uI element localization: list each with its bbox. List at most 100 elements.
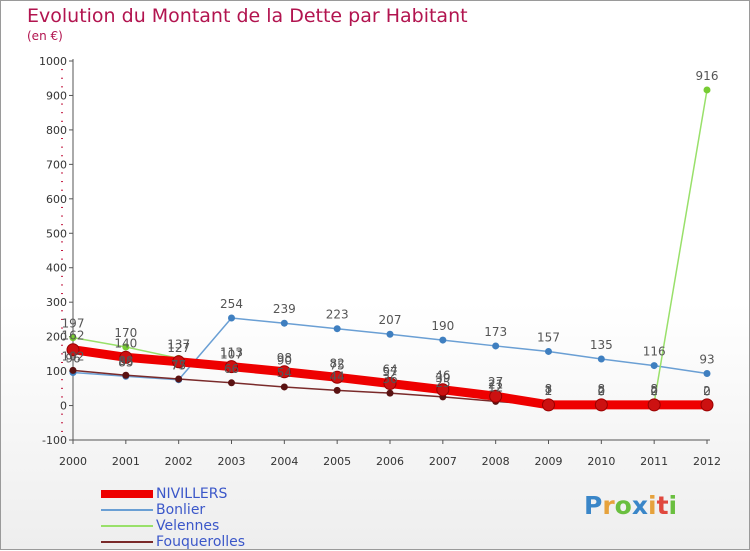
data-label-bonlier: 135 — [590, 338, 613, 352]
legend-label-fouquerolles: Fouquerolles — [156, 534, 246, 550]
y-tick-label: 1000 — [39, 55, 67, 68]
data-label-velennes: 137 — [167, 337, 190, 351]
data-label-nivillers: 127 — [167, 341, 190, 355]
data-point-velennes — [122, 343, 130, 351]
legend-swatch-velennes — [101, 525, 153, 527]
series-line-velennes — [72, 89, 708, 404]
data-point-bonlier — [650, 362, 658, 370]
data-point-fouquerolles — [386, 389, 394, 397]
data-label-fouquerolles: 36 — [382, 372, 397, 386]
data-label-bonlier: 223 — [326, 308, 349, 322]
data-point-nivillers — [277, 365, 291, 379]
data-point-fouquerolles — [280, 383, 288, 391]
x-tick-label: 2007 — [429, 455, 457, 468]
data-label-bonlier: 173 — [484, 325, 507, 339]
data-label-bonlier: 190 — [431, 319, 454, 333]
data-point-nivillers — [542, 398, 555, 412]
y-tick-label: 600 — [46, 193, 67, 206]
y-tick-label: 900 — [46, 89, 67, 102]
y-tick-label: 500 — [46, 227, 67, 240]
data-label-velennes: 21 — [488, 377, 503, 391]
legend-label-nivillers: NIVILLERS — [156, 486, 228, 502]
data-label-fouquerolles: 12 — [488, 380, 503, 394]
data-point-nivillers — [594, 398, 608, 412]
data-point-velennes — [69, 334, 77, 342]
data-point-nivillers — [647, 398, 661, 412]
data-label-nivillers: 113 — [220, 346, 243, 360]
data-point-fouquerolles — [175, 375, 183, 383]
data-point-fouquerolles — [122, 371, 130, 379]
data-point-bonlier — [386, 330, 394, 338]
y-tick-label: 200 — [46, 331, 67, 344]
data-label-bonlier: 157 — [537, 330, 560, 344]
data-label-fouquerolles: 1 — [545, 384, 553, 398]
y-tick-label: -100 — [42, 434, 67, 447]
x-tick-label: 2009 — [535, 455, 563, 468]
chart-title: Evolution du Montant de la Dette par Hab… — [27, 5, 468, 27]
data-label-velennes: 57 — [382, 365, 397, 379]
data-label-nivillers: 2 — [703, 384, 711, 398]
x-tick-label: 2003 — [218, 455, 246, 468]
data-label-fouquerolles: 66 — [224, 362, 239, 376]
data-label-fouquerolles: 25 — [435, 376, 450, 390]
y-tick-label: 400 — [46, 262, 67, 275]
data-point-bonlier — [545, 347, 552, 355]
series-nivillers — [66, 343, 714, 412]
data-label-nivillers: 162 — [62, 329, 85, 343]
data-point-nivillers — [383, 376, 397, 390]
x-tick-label: 2002 — [165, 455, 193, 468]
legend-swatch-fouquerolles — [101, 541, 153, 543]
data-label-velennes: 107 — [220, 348, 243, 362]
data-label-nivillers: 27 — [488, 375, 503, 389]
data-label-bonlier: 85 — [118, 355, 133, 369]
data-label-fouquerolles: 44 — [330, 369, 345, 383]
data-label-bonlier: 239 — [273, 302, 296, 316]
x-tick-label: 2010 — [587, 455, 615, 468]
data-point-bonlier — [597, 355, 605, 363]
data-label-velennes: 197 — [62, 317, 85, 331]
data-point-bonlier — [439, 336, 447, 344]
data-point-nivillers — [436, 383, 450, 397]
data-label-fouquerolles: 77 — [171, 358, 186, 372]
y-tick-label: 300 — [46, 296, 67, 309]
data-point-bonlier — [228, 314, 235, 322]
data-point-velennes — [703, 86, 711, 94]
data-label-fouquerolles: 54 — [277, 366, 292, 380]
data-label-nivillers: 2 — [650, 384, 658, 398]
data-point-nivillers — [66, 343, 80, 357]
data-point-bonlier — [703, 370, 711, 378]
x-tick-label: 2001 — [112, 455, 140, 468]
data-label-bonlier: 254 — [220, 297, 243, 311]
y-tick-label: 100 — [46, 365, 67, 378]
data-point-nivillers — [330, 370, 344, 384]
data-point-bonlier — [280, 319, 288, 327]
x-tick-label: 2006 — [376, 455, 404, 468]
x-tick-label: 2011 — [640, 455, 668, 468]
data-label-velennes: 170 — [114, 326, 137, 340]
data-label-fouquerolles: 0 — [650, 385, 658, 399]
x-tick-label: 2008 — [482, 455, 510, 468]
y-tick-label: 800 — [46, 124, 67, 137]
data-label-fouquerolles: 88 — [118, 354, 133, 368]
data-point-fouquerolles — [69, 366, 77, 374]
data-label-fouquerolles: 0 — [703, 385, 711, 399]
data-label-velennes: 8 — [598, 382, 606, 396]
data-point-nivillers — [225, 360, 238, 374]
data-label-bonlier: 96 — [65, 351, 80, 365]
legend-swatch-bonlier — [101, 509, 153, 511]
data-label-nivillers: 64 — [382, 362, 397, 376]
data-label-velennes: 39 — [435, 371, 450, 385]
data-label-velennes: 90 — [277, 354, 292, 368]
data-label-nivillers: 82 — [330, 356, 345, 370]
x-tick-label: 2012 — [693, 455, 721, 468]
data-label-nivillers: 46 — [435, 369, 450, 383]
data-label-nivillers: 98 — [277, 351, 292, 365]
data-label-bonlier: 116 — [643, 345, 666, 359]
data-point-fouquerolles — [228, 379, 235, 387]
proxiti-logo: Proxiti — [584, 491, 678, 520]
data-point-nivillers — [119, 350, 133, 364]
data-point-nivillers — [700, 398, 714, 412]
legend-label-velennes: Velennes — [156, 518, 220, 534]
